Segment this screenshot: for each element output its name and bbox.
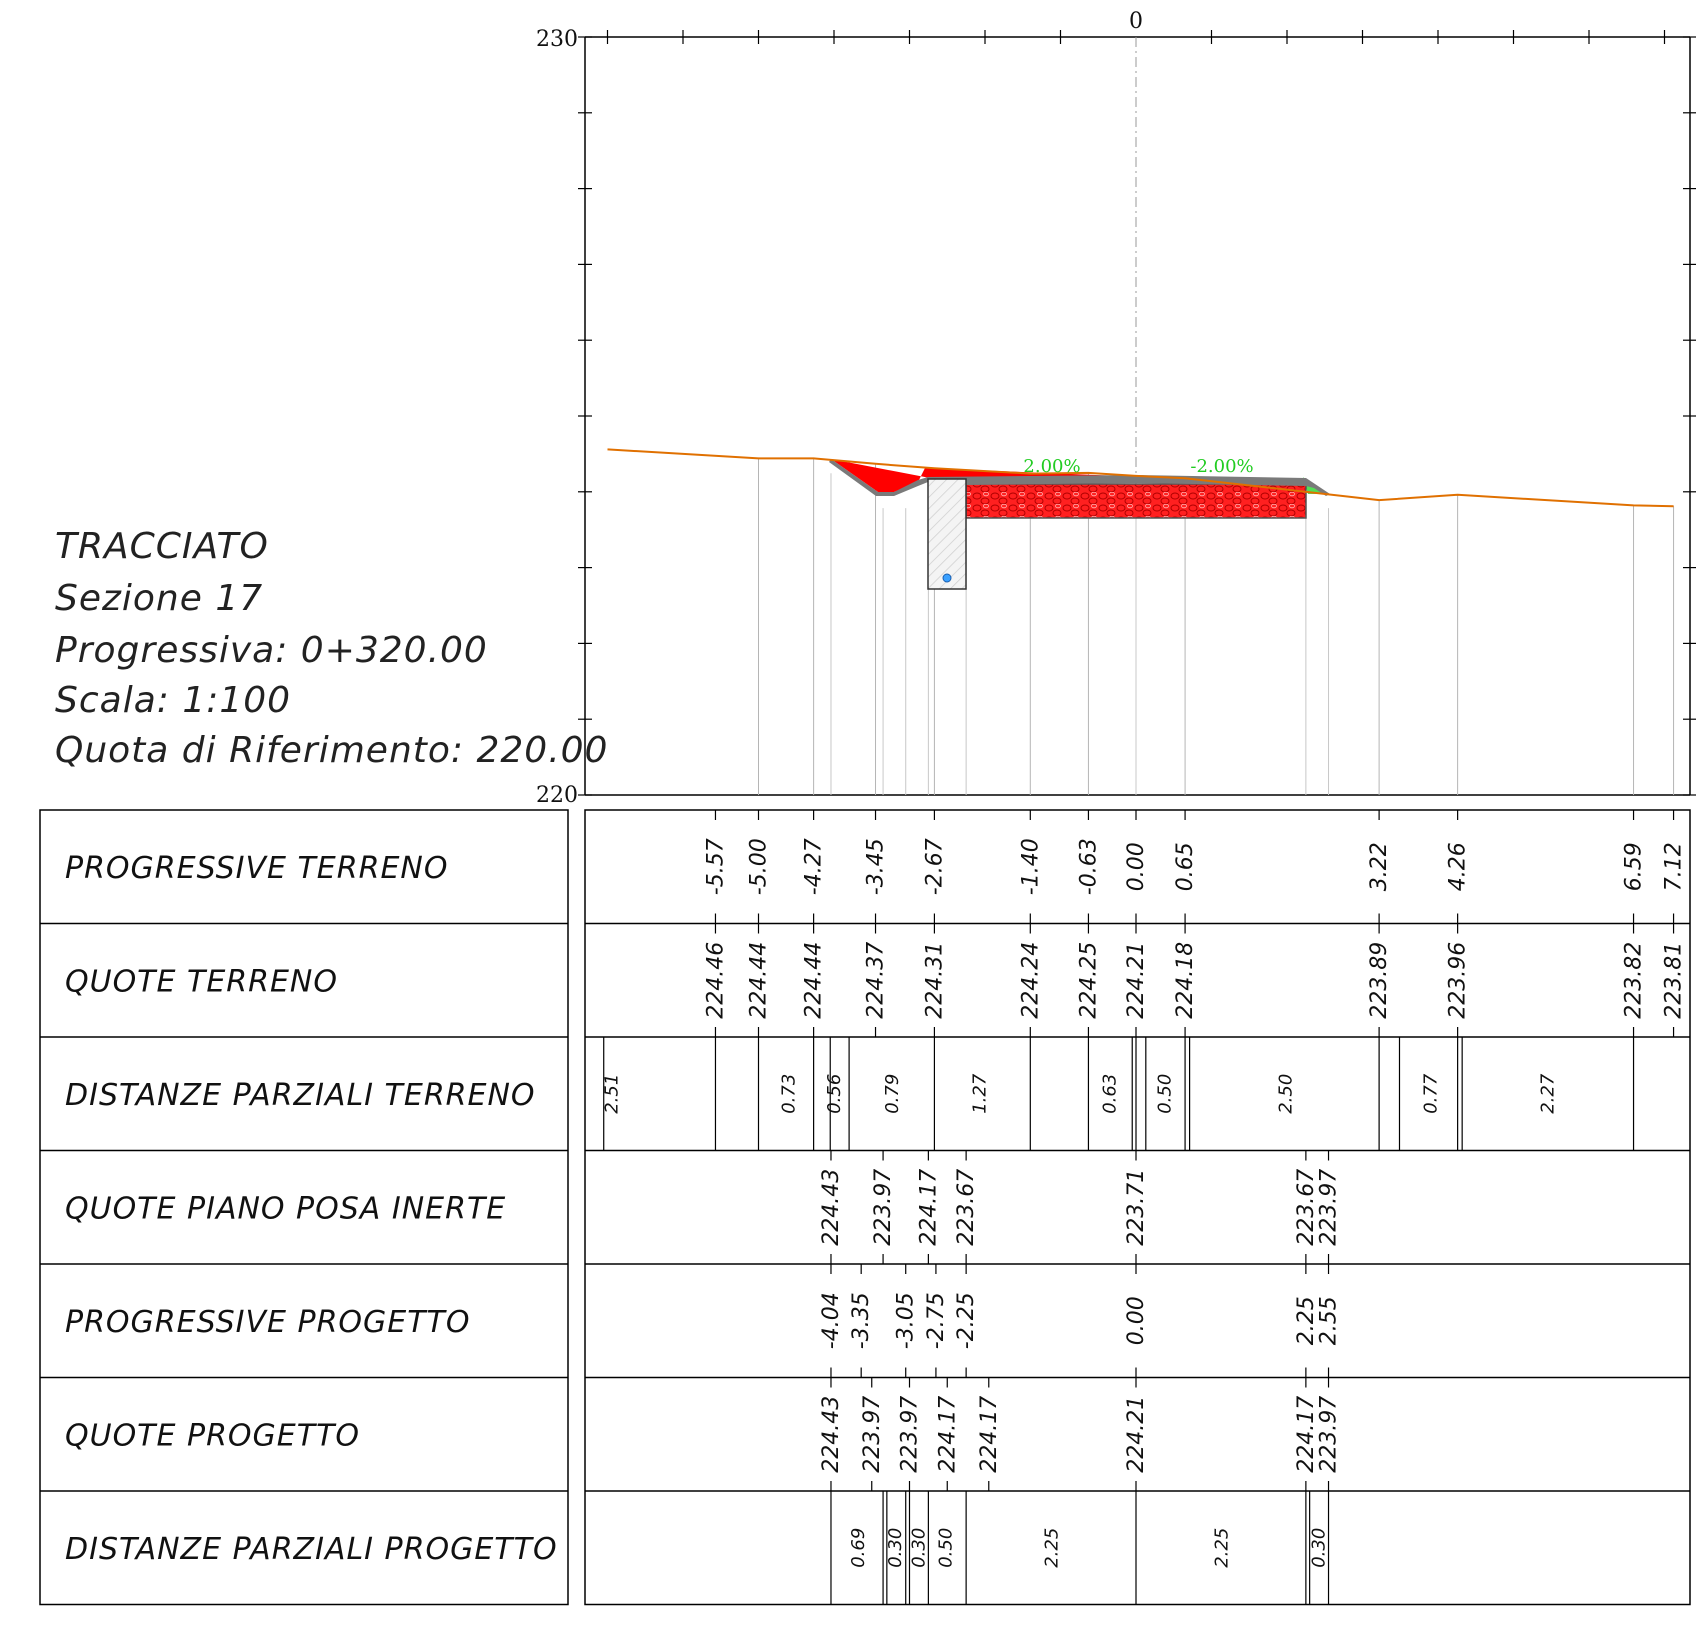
cell-value: 224.44 bbox=[802, 942, 827, 1019]
title-line-progressiva: Progressiva: 0+320.00 bbox=[55, 630, 488, 671]
cell-value: 2.55 bbox=[1317, 1296, 1342, 1345]
row-label: DISTANZE PARZIALI TERRENO bbox=[65, 1078, 536, 1113]
cell-value: 0.65 bbox=[1173, 842, 1198, 891]
y-top-label: 230 bbox=[536, 27, 578, 52]
title-line-scala: Scala: 1:100 bbox=[55, 680, 291, 721]
distance-value: 2.51 bbox=[601, 1074, 622, 1114]
cell-value: -1.40 bbox=[1018, 838, 1043, 895]
row-label: PROGRESSIVE PROGETTO bbox=[65, 1305, 471, 1340]
cell-value: -4.04 bbox=[819, 1292, 844, 1349]
cell-value: 7.12 bbox=[1662, 842, 1687, 891]
y-bottom-label: 220 bbox=[536, 783, 578, 808]
cell-value: 223.67 bbox=[1294, 1169, 1319, 1246]
cell-value: 223.97 bbox=[1317, 1396, 1342, 1473]
x-center-label: 0 bbox=[1129, 9, 1143, 34]
distance-value: 2.27 bbox=[1537, 1073, 1558, 1114]
title-block: TRACCIATO Sezione 17 Progressiva: 0+320.… bbox=[55, 526, 608, 771]
cell-value: 223.89 bbox=[1367, 942, 1392, 1019]
cell-value: 224.21 bbox=[1124, 942, 1149, 1019]
distance-value: 0.63 bbox=[1100, 1074, 1121, 1114]
row-label: DISTANZE PARZIALI PROGETTO bbox=[65, 1532, 558, 1567]
cell-value: 224.44 bbox=[747, 942, 772, 1019]
distance-value: 0.73 bbox=[779, 1074, 800, 1114]
cell-value: -2.67 bbox=[922, 838, 947, 895]
distance-value: 0.30 bbox=[885, 1528, 906, 1568]
row-label: QUOTE TERRENO bbox=[65, 964, 338, 999]
cell-value: 223.97 bbox=[1317, 1169, 1342, 1246]
distance-value: 2.50 bbox=[1275, 1074, 1296, 1114]
values-column-frame bbox=[584, 809, 1691, 1606]
cell-value: -4.27 bbox=[802, 838, 827, 895]
fill-area-green bbox=[1303, 477, 1330, 494]
distance-value: 0.30 bbox=[909, 1528, 930, 1568]
cell-value: 224.17 bbox=[916, 1169, 941, 1246]
cell-value: 223.71 bbox=[1124, 1169, 1149, 1246]
distance-value: 0.30 bbox=[1309, 1528, 1330, 1568]
cell-value: 0.00 bbox=[1124, 842, 1149, 891]
row-label: QUOTE PROGETTO bbox=[65, 1418, 360, 1453]
cell-value: 2.25 bbox=[1294, 1296, 1319, 1345]
cell-value: 224.17 bbox=[935, 1396, 960, 1473]
distance-value: 2.25 bbox=[1211, 1528, 1232, 1568]
title-line-quota: Quota di Riferimento: 220.00 bbox=[55, 730, 608, 771]
cell-value: 224.21 bbox=[1124, 1396, 1149, 1473]
title-line-sezione: Sezione 17 bbox=[55, 578, 263, 619]
row-label: PROGRESSIVE TERRENO bbox=[65, 851, 448, 886]
cell-value: 223.97 bbox=[860, 1396, 885, 1473]
cell-value: 224.46 bbox=[703, 942, 728, 1019]
plot-area: 230 220 0 2.00% -2.00% bbox=[536, 9, 1696, 808]
slope-left-label: 2.00% bbox=[1023, 456, 1080, 477]
cut-area-red bbox=[831, 459, 1120, 492]
cell-value: 224.43 bbox=[819, 1169, 844, 1246]
cell-value: 0.00 bbox=[1124, 1296, 1149, 1345]
cell-value: 223.97 bbox=[898, 1396, 923, 1473]
station-guide-lines bbox=[758, 458, 1675, 795]
cell-value: 223.96 bbox=[1446, 942, 1471, 1019]
curb-wall bbox=[927, 478, 967, 590]
cell-value: -2.25 bbox=[954, 1292, 979, 1349]
row-label: QUOTE PIANO POSA INERTE bbox=[65, 1191, 506, 1226]
cell-value: 3.22 bbox=[1367, 842, 1392, 891]
right-shoulder bbox=[1306, 478, 1330, 496]
slope-right-label: -2.00% bbox=[1190, 456, 1253, 477]
distance-value: 0.77 bbox=[1420, 1073, 1441, 1114]
distance-value: 0.69 bbox=[848, 1528, 869, 1568]
cell-value: 224.31 bbox=[922, 942, 947, 1019]
cell-value: 224.25 bbox=[1076, 942, 1101, 1019]
title-line-tracciato: TRACCIATO bbox=[55, 526, 269, 567]
axis-ticks bbox=[578, 30, 1696, 796]
cell-value: -2.75 bbox=[924, 1292, 949, 1349]
cell-value: 224.17 bbox=[1294, 1396, 1319, 1473]
cell-value: 223.97 bbox=[871, 1169, 896, 1246]
data-table: PROGRESSIVE TERRENO -5.57 -5.00 -4.27 -3.45 -… bbox=[39, 809, 1691, 1606]
cell-value: -5.57 bbox=[703, 838, 728, 895]
terrain-profile-line bbox=[607, 448, 1674, 508]
cell-value: 224.17 bbox=[977, 1396, 1002, 1473]
cell-value: -0.63 bbox=[1076, 838, 1101, 895]
distance-value: 2.25 bbox=[1041, 1528, 1062, 1568]
distance-value: 0.50 bbox=[1155, 1074, 1176, 1114]
cell-value: 224.24 bbox=[1018, 942, 1043, 1019]
distance-value: 0.79 bbox=[882, 1074, 903, 1114]
subbase-gravel-layer bbox=[965, 483, 1307, 519]
cell-value: 223.67 bbox=[954, 1169, 979, 1246]
cell-value: 224.37 bbox=[864, 942, 889, 1019]
cell-value: 4.26 bbox=[1446, 842, 1471, 891]
cell-value: -3.35 bbox=[849, 1292, 874, 1349]
distance-value: 1.27 bbox=[970, 1073, 991, 1114]
cell-value: -3.45 bbox=[864, 838, 889, 895]
cell-value: 6.59 bbox=[1622, 842, 1647, 891]
drain-pipe-icon bbox=[942, 573, 952, 583]
label-column-frame bbox=[39, 809, 569, 1606]
cell-value: 224.43 bbox=[819, 1396, 844, 1473]
cell-value: -5.00 bbox=[747, 838, 772, 895]
cell-value: 223.81 bbox=[1662, 942, 1687, 1019]
cell-value: -3.05 bbox=[894, 1292, 919, 1349]
road-pavement bbox=[928, 475, 1306, 486]
cell-value: 224.18 bbox=[1173, 942, 1198, 1019]
cell-value: 223.82 bbox=[1622, 942, 1647, 1019]
distance-value: 0.56 bbox=[824, 1074, 845, 1114]
distance-value: 0.50 bbox=[936, 1528, 957, 1568]
